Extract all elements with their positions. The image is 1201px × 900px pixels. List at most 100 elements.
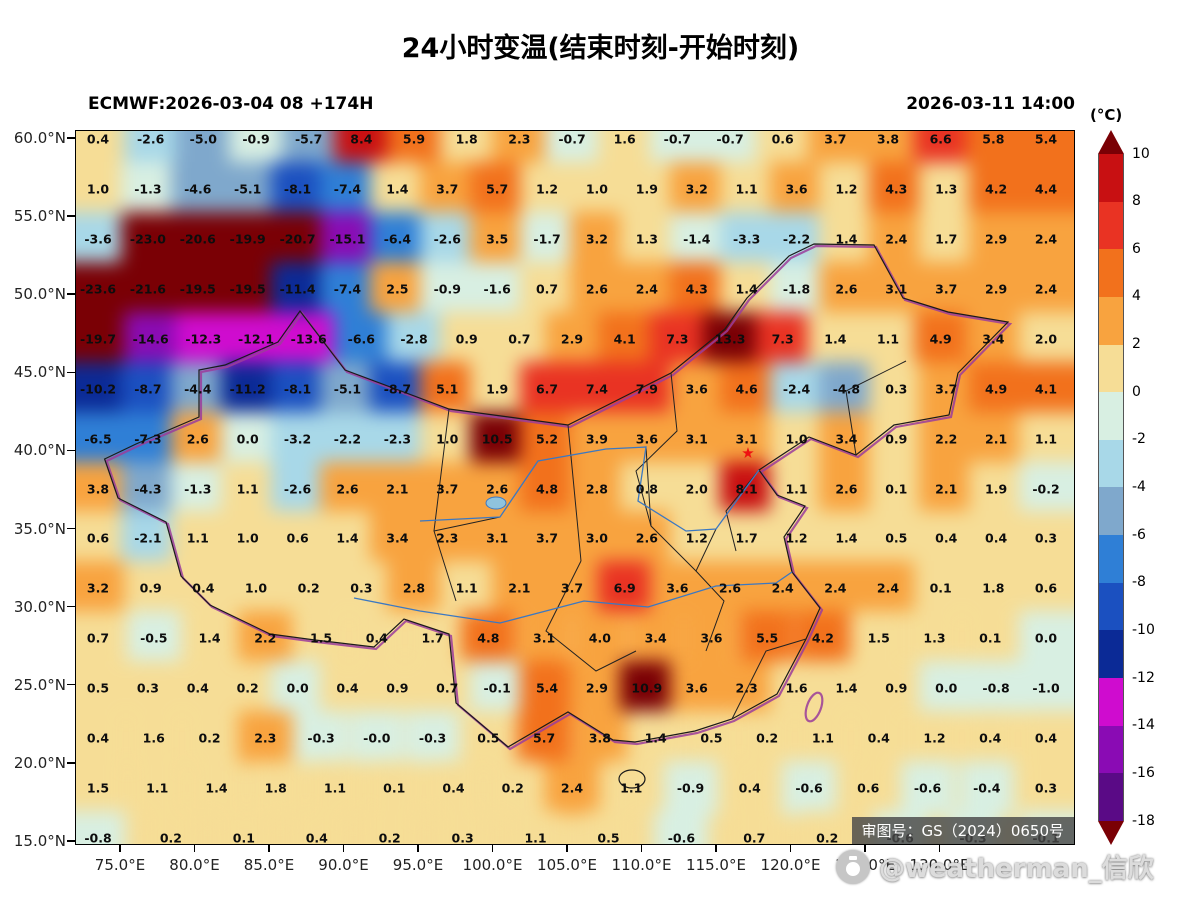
grid-value: -3.3: [733, 231, 760, 246]
grid-value: 2.4: [885, 231, 907, 246]
lon-tick: [715, 845, 717, 852]
colorbar-segment: [1098, 392, 1124, 440]
grid-value: 1.1: [524, 831, 546, 845]
grid-value: 1.1: [456, 581, 478, 596]
grid-value: -8.7: [384, 381, 411, 396]
grid-value: 3.1: [686, 431, 708, 446]
grid-value: 1.0: [586, 181, 608, 196]
colorbar-segment: [1098, 773, 1124, 821]
grid-value: -8.1: [284, 381, 311, 396]
lon-tick-label: 100.0°E: [455, 856, 531, 874]
grid-value: -0.6: [914, 781, 941, 796]
lat-tick-label: 40.0°N: [8, 441, 66, 459]
grid-value: 6.9: [614, 581, 636, 596]
lat-tick: [67, 684, 75, 686]
grid-value: 0.2: [816, 831, 838, 845]
page: 24小时变温(结束时刻-开始时刻) ECMWF:2026-03-04 08 +1…: [0, 0, 1201, 900]
colorbar-segment: [1098, 345, 1124, 393]
grid-value: 3.8: [877, 132, 899, 147]
grid-value: -6.5: [84, 431, 111, 446]
grid-value: -1.3: [184, 481, 211, 496]
grid-value: -1.6: [483, 281, 510, 296]
grid-value: 2.4: [636, 281, 658, 296]
grid-value: 7.3: [772, 331, 794, 346]
grid-value: 0.4: [336, 681, 358, 696]
grid-value: -3.2: [284, 431, 311, 446]
grid-value: -0.8: [982, 681, 1009, 696]
colorbar-segment: [1098, 297, 1124, 345]
grid-value: 6.6: [930, 132, 952, 147]
grid-value: 0.2: [198, 731, 220, 746]
grid-value: -2.6: [434, 231, 461, 246]
grid-value: 1.6: [785, 681, 807, 696]
colorbar-segment: [1098, 630, 1124, 678]
grid-value: 0.1: [930, 581, 952, 596]
grid-value: 1.4: [198, 631, 220, 646]
lat-tick: [67, 840, 75, 842]
grid-value: -0.7: [664, 132, 691, 147]
grid-value: 2.3: [736, 681, 758, 696]
colorbar-tick-label: 8: [1132, 193, 1141, 209]
grid-value: -12.1: [238, 331, 274, 346]
grid-value: -0.7: [716, 132, 743, 147]
grid-value: 0.4: [985, 531, 1007, 546]
grid-value: 0.7: [743, 831, 765, 845]
lat-tick: [67, 215, 75, 217]
lon-tick-label: 75.0°E: [82, 856, 158, 874]
grid-value: 0.4: [979, 731, 1001, 746]
grid-value: -14.6: [133, 331, 169, 346]
grid-value: -1.7: [533, 231, 560, 246]
lon-tick: [343, 845, 345, 852]
grid-value: -20.6: [180, 231, 216, 246]
grid-value: 10.5: [482, 431, 513, 446]
grid-value: -2.6: [284, 481, 311, 496]
grid-value: 1.1: [877, 331, 899, 346]
grid-value: 5.4: [536, 681, 558, 696]
grid-value: 2.6: [586, 281, 608, 296]
grid-value: 1.1: [1035, 431, 1057, 446]
grid-value: 1.4: [824, 331, 846, 346]
grid-value: 1.4: [835, 531, 857, 546]
grid-value: 3.7: [935, 281, 957, 296]
grid-value: 6.7: [536, 381, 558, 396]
grid-value: 1.2: [923, 731, 945, 746]
grid-value: -19.5: [180, 281, 216, 296]
grid-value: 0.5: [477, 731, 499, 746]
grid-value: 2.3: [254, 731, 276, 746]
grid-value: 0.7: [536, 281, 558, 296]
grid-value: -0.8: [84, 831, 111, 845]
lon-tick-label: 105.0°E: [529, 856, 605, 874]
grid-value: 0.3: [1035, 781, 1057, 796]
colorbar-tick-label: 10: [1132, 146, 1150, 162]
grid-value: 5.9: [403, 132, 425, 147]
grid-value: -19.5: [230, 281, 266, 296]
lon-tick: [268, 845, 270, 852]
lat-tick: [67, 293, 75, 295]
map-license-badge: 审图号：GS（2024）0650号: [852, 817, 1075, 844]
grid-value: -13.6: [291, 331, 327, 346]
grid-value: 1.0: [87, 181, 109, 196]
grid-value: 3.8: [87, 481, 109, 496]
grid-value: 1.7: [935, 231, 957, 246]
grid-value: 3.4: [645, 631, 667, 646]
map-frame: ★ 0.4-2.6-5.0-0.9-5.78.45.91.82.3-0.71.6…: [75, 130, 1075, 845]
grid-value: 2.6: [719, 581, 741, 596]
grid-values: 0.4-2.6-5.0-0.9-5.78.45.91.82.3-0.71.6-0…: [76, 131, 1074, 844]
colorbar-tick-label: 2: [1132, 336, 1141, 352]
colorbar-unit-label: (°C): [1090, 106, 1122, 124]
grid-value: 2.2: [935, 431, 957, 446]
grid-value: 0.0: [237, 431, 259, 446]
grid-value: 0.9: [386, 681, 408, 696]
grid-value: 5.8: [982, 132, 1004, 147]
colorbar-tick-label: -6: [1132, 527, 1146, 543]
grid-value: 0.4: [187, 681, 209, 696]
grid-value: 4.0: [589, 631, 611, 646]
grid-value: 3.4: [835, 431, 857, 446]
grid-value: -4.6: [184, 181, 211, 196]
grid-value: -8.1: [284, 181, 311, 196]
grid-value: -0.2: [1032, 481, 1059, 496]
grid-value: 0.7: [508, 331, 530, 346]
lon-tick: [417, 845, 419, 852]
lon-tick-label: 115.0°E: [678, 856, 754, 874]
grid-value: -5.7: [295, 132, 322, 147]
